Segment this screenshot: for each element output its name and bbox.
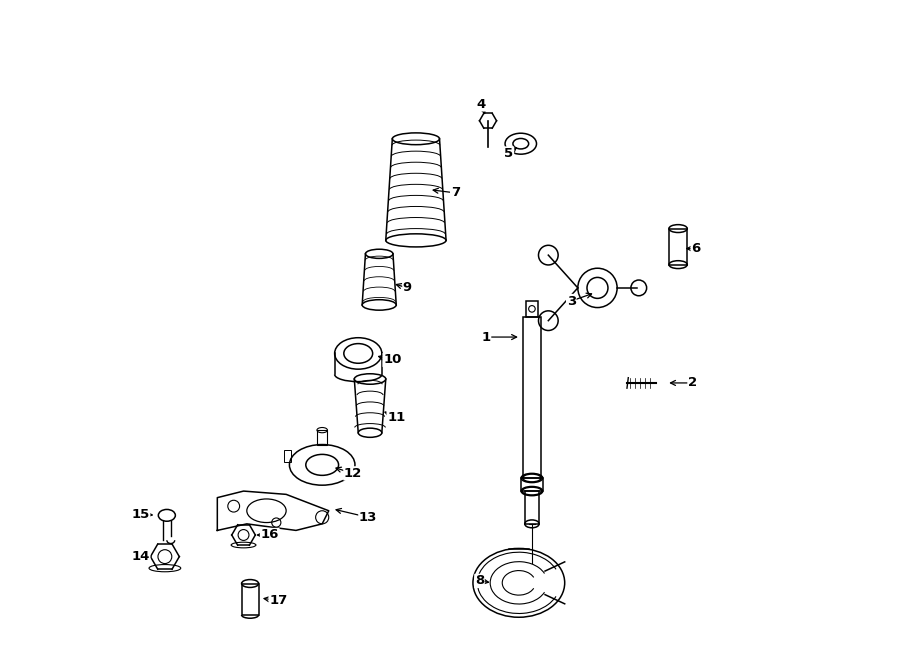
Text: 11: 11 (387, 410, 405, 424)
Text: 8: 8 (475, 574, 484, 588)
Text: 9: 9 (403, 282, 412, 294)
Text: 15: 15 (131, 508, 149, 520)
Bar (284, 449, 291, 461)
Text: 6: 6 (691, 242, 700, 255)
Bar (241, 584, 258, 615)
Bar (523, 317, 541, 478)
Bar (525, 491, 539, 524)
Bar (669, 229, 688, 264)
Text: 12: 12 (344, 467, 362, 480)
Text: 16: 16 (261, 529, 279, 541)
Text: 7: 7 (451, 186, 460, 200)
Bar (317, 430, 328, 445)
Text: 17: 17 (269, 594, 287, 607)
Bar (526, 301, 538, 317)
Text: 13: 13 (359, 511, 377, 524)
Text: 14: 14 (131, 550, 149, 563)
Text: 2: 2 (688, 376, 698, 389)
Text: 5: 5 (504, 147, 514, 160)
Text: 3: 3 (567, 295, 576, 307)
Bar (521, 478, 543, 491)
Text: 10: 10 (383, 354, 401, 366)
Text: 1: 1 (482, 330, 490, 344)
Text: 4: 4 (477, 98, 486, 111)
